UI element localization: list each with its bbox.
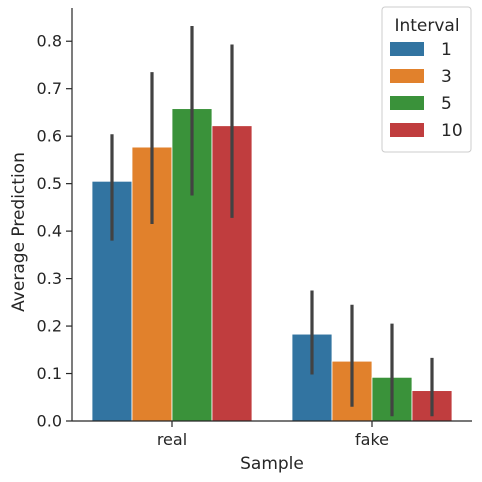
y-axis-title: Average Prediction xyxy=(9,152,29,312)
y-tick-label: 0.8 xyxy=(37,32,62,51)
y-tick-label: 0.0 xyxy=(37,412,62,431)
x-axis-ticks: real fake xyxy=(157,421,389,449)
legend-swatch-interval-3 xyxy=(390,69,424,83)
legend-title: Interval xyxy=(394,16,459,36)
y-axis-ticks: 0.0 0.1 0.2 0.3 0.4 0.5 0.6 0.7 0.8 xyxy=(37,32,72,431)
legend-swatch-interval-1 xyxy=(390,42,424,56)
errorbars-layer xyxy=(110,26,434,417)
y-tick-label: 0.6 xyxy=(37,127,62,146)
x-axis-title: Sample xyxy=(240,454,304,474)
y-tick-label: 0.4 xyxy=(37,222,62,241)
y-tick-label: 0.7 xyxy=(37,79,62,98)
y-tick-label: 0.2 xyxy=(37,317,62,336)
legend: Interval 1 3 5 10 xyxy=(381,6,472,153)
legend-items: 1 3 5 10 xyxy=(390,40,463,141)
legend-label-interval-10: 10 xyxy=(441,121,463,141)
y-tick-label: 0.3 xyxy=(37,269,62,288)
legend-swatch-interval-10 xyxy=(390,123,424,137)
legend-label-interval-5: 5 xyxy=(441,94,452,114)
x-tick-label-real: real xyxy=(157,430,187,449)
bars-layer xyxy=(91,108,453,422)
legend-label-interval-3: 3 xyxy=(441,67,452,87)
y-tick-label: 0.1 xyxy=(37,364,62,383)
legend-label-interval-1: 1 xyxy=(441,40,452,60)
legend-swatch-interval-5 xyxy=(390,96,424,110)
y-tick-label: 0.5 xyxy=(37,174,62,193)
x-tick-label-fake: fake xyxy=(355,430,389,449)
